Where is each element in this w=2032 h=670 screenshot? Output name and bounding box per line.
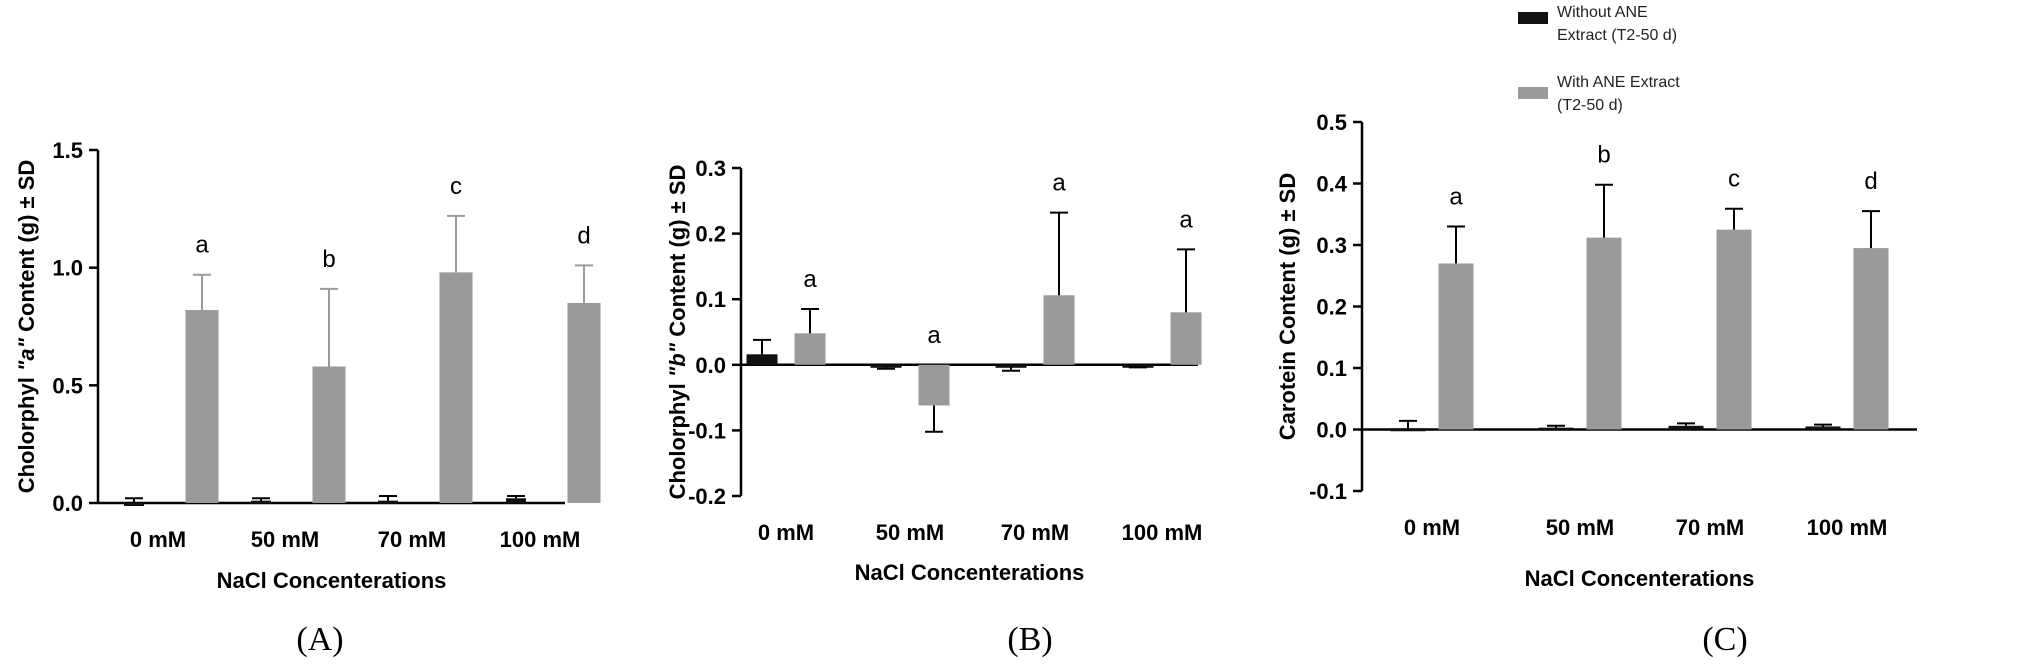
bar-without-ane bbox=[506, 498, 526, 503]
significance-letter: c bbox=[450, 173, 462, 200]
y-tick-label: 0.3 bbox=[695, 156, 726, 181]
x-tick-label: 100 mM bbox=[500, 527, 581, 552]
bar-with-ane bbox=[312, 366, 346, 503]
y-tick-label: 0.2 bbox=[695, 222, 726, 247]
bar-with-ane bbox=[1716, 229, 1752, 430]
bar-with-ane bbox=[1853, 248, 1889, 430]
significance-letter: c bbox=[1728, 166, 1740, 193]
x-tick-label: 50 mM bbox=[876, 520, 944, 545]
y-tick-label: 0.2 bbox=[1316, 295, 1347, 320]
legend-label-with-ane-line1: With ANE Extract bbox=[1557, 74, 1680, 91]
y-tick-label: 0.3 bbox=[1316, 233, 1347, 258]
bar-with-ane bbox=[794, 333, 826, 365]
legend-swatch-without-ane bbox=[1518, 12, 1548, 24]
x-axis-title: NaCl Concenterations bbox=[217, 568, 447, 593]
panel-label: (A) bbox=[296, 621, 343, 658]
panel-label: (C) bbox=[1702, 621, 1747, 658]
significance-letter: b bbox=[1597, 142, 1610, 169]
x-tick-label: 70 mM bbox=[1001, 520, 1069, 545]
bar-without-ane bbox=[1538, 427, 1574, 431]
bar-without-ane bbox=[1390, 428, 1426, 432]
bar-without-ane bbox=[870, 364, 902, 368]
y-axis-title: Cholorphyl "b" Content (g) ± SD bbox=[665, 165, 690, 500]
significance-letter: a bbox=[195, 232, 209, 259]
legend-label-without-ane-line1: Without ANE bbox=[1557, 4, 1648, 21]
bar-with-ane bbox=[185, 310, 219, 503]
significance-letter: d bbox=[577, 222, 590, 249]
x-tick-label: 0 mM bbox=[1404, 515, 1460, 540]
y-tick-label: 0.5 bbox=[1316, 110, 1347, 135]
bar-with-ane bbox=[918, 364, 950, 406]
x-axis-title: NaCl Concenterations bbox=[1525, 566, 1755, 591]
y-axis-title-part: "a" bbox=[14, 337, 39, 371]
x-axis-title: NaCl Concenterations bbox=[855, 560, 1085, 585]
y-tick-label: 0.1 bbox=[1316, 356, 1347, 381]
bar-without-ane bbox=[251, 500, 271, 504]
x-tick-label: 50 mM bbox=[1546, 515, 1614, 540]
bar-without-ane bbox=[746, 354, 778, 365]
y-axis-title-part: Content (g) ± SD bbox=[14, 160, 39, 338]
y-axis-title-part: Carotein Content (g) ± SD bbox=[1275, 173, 1300, 441]
significance-letter: a bbox=[803, 266, 817, 293]
significance-letter: a bbox=[1052, 170, 1066, 197]
y-axis-title: Carotein Content (g) ± SD bbox=[1275, 173, 1300, 441]
y-tick-label: -0.1 bbox=[1309, 479, 1347, 504]
bar-without-ane bbox=[1668, 425, 1704, 430]
legend-label-with-ane-line2: (T2-50 d) bbox=[1557, 97, 1623, 114]
x-tick-label: 100 mM bbox=[1122, 520, 1203, 545]
bar-with-ane bbox=[567, 302, 601, 503]
significance-letter: a bbox=[927, 322, 941, 349]
y-tick-label: 0.0 bbox=[52, 491, 83, 516]
chart-panel-a: 0.0 0.5 1.0 1.5 a 0 mM b 50 mM c 70 mM d 100 mM NaCl… bbox=[14, 138, 601, 658]
y-tick-label: 0.4 bbox=[1316, 172, 1347, 197]
significance-letter: a bbox=[1449, 184, 1463, 211]
significance-letter: d bbox=[1864, 168, 1877, 195]
y-axis-title: Cholorphyl "a" Content (g) ± SD bbox=[14, 160, 39, 494]
bar-without-ane bbox=[124, 503, 144, 506]
x-tick-label: 50 mM bbox=[251, 527, 319, 552]
bar-with-ane bbox=[1170, 312, 1202, 365]
x-tick-label: 0 mM bbox=[130, 527, 186, 552]
bar-with-ane bbox=[439, 272, 473, 503]
legend-label-without-ane-line2: Extract (T2-50 d) bbox=[1557, 27, 1677, 44]
y-tick-label: 0.5 bbox=[52, 373, 83, 398]
chart-panel-c: -0.1 0.0 0.1 0.2 0.3 0.4 0.5 a 0 mM b 50 mM c 70 mM d… bbox=[1275, 110, 1917, 658]
y-tick-label: -0.1 bbox=[688, 418, 726, 443]
chart-panel-b: -0.2 -0.1 0.0 0.1 0.2 0.3 a 0 mM a 50 mM a 70 mM a 10… bbox=[665, 156, 1202, 658]
x-tick-label: 70 mM bbox=[378, 527, 446, 552]
x-tick-label: 0 mM bbox=[758, 520, 814, 545]
legend-swatch-with-ane bbox=[1518, 87, 1548, 99]
y-tick-label: 0.1 bbox=[695, 287, 726, 312]
legend: Without ANE Extract (T2-50 d) With ANE E… bbox=[1518, 4, 1680, 114]
bar-with-ane bbox=[1043, 295, 1075, 365]
x-tick-label: 100 mM bbox=[1807, 515, 1888, 540]
panel-label: (B) bbox=[1007, 621, 1052, 658]
bar-without-ane bbox=[1805, 426, 1841, 430]
bar-with-ane bbox=[1586, 237, 1622, 430]
y-tick-label: 0.0 bbox=[1316, 418, 1347, 443]
y-axis-title-part: Cholorphyl bbox=[665, 377, 690, 499]
bar-without-ane bbox=[378, 500, 398, 504]
y-axis-title-part: "b" bbox=[665, 342, 690, 377]
x-tick-label: 70 mM bbox=[1676, 515, 1744, 540]
significance-letter: b bbox=[322, 246, 335, 273]
y-tick-label: 1.5 bbox=[52, 138, 83, 163]
y-axis-title-part: Cholorphyl bbox=[14, 371, 39, 493]
y-tick-label: 1.0 bbox=[52, 256, 83, 281]
bar-with-ane bbox=[1438, 263, 1474, 430]
y-tick-label: -0.2 bbox=[688, 484, 726, 509]
significance-letter: a bbox=[1179, 206, 1193, 233]
y-tick-label: 0.0 bbox=[695, 353, 726, 378]
y-axis-title-part: Content (g) ± SD bbox=[665, 165, 690, 343]
